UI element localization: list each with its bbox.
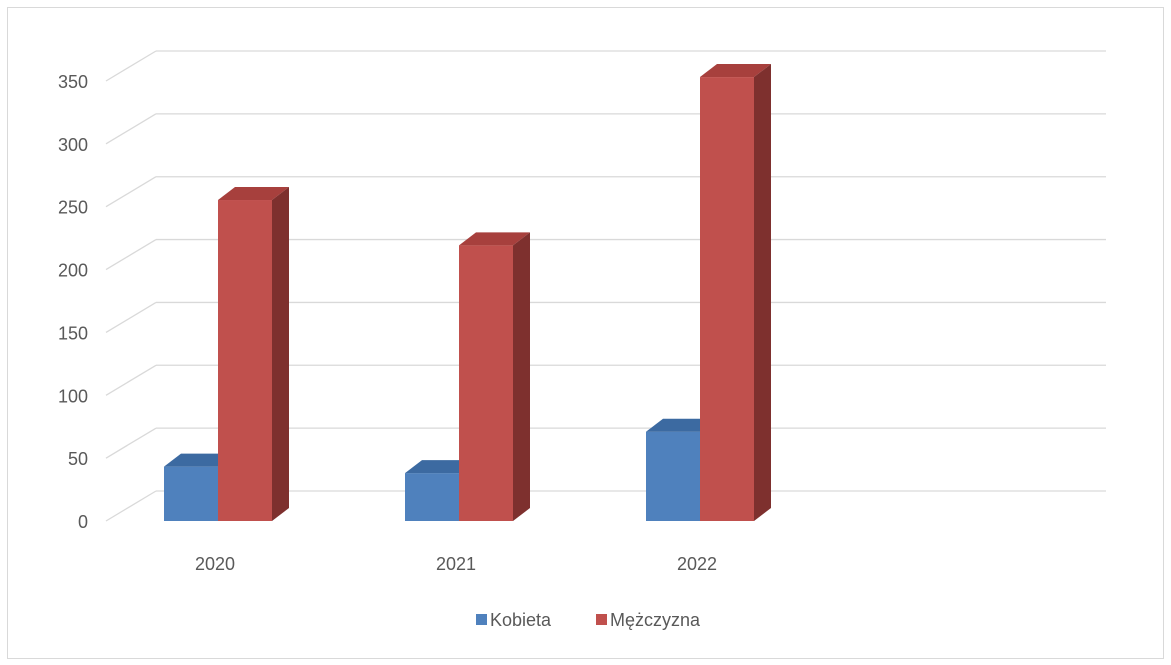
x-tick-label: 2021 (436, 554, 476, 574)
legend-item: Kobieta (476, 610, 552, 630)
x-tick-label: 2020 (195, 554, 235, 574)
gridline (105, 113, 1106, 145)
gridline (105, 50, 1106, 82)
chart-area: 0 50 100 150 200 250 300 350 2020 2021 2022 Kobie… (7, 7, 1164, 659)
bar (218, 187, 289, 521)
gridline (105, 427, 1106, 459)
legend-swatch (596, 614, 607, 625)
y-tick-label: 200 (58, 261, 88, 281)
gridline (105, 490, 1106, 522)
legend: Kobieta Mężczyzna (476, 610, 701, 630)
legend-item: Mężczyzna (596, 610, 701, 630)
y-tick-label: 300 (58, 135, 88, 155)
legend-swatch (476, 614, 487, 625)
y-tick-label: 50 (68, 449, 88, 469)
x-tick-label: 2022 (677, 554, 717, 574)
y-tick-label: 150 (58, 323, 88, 343)
bar-chart: 0 50 100 150 200 250 300 350 2020 2021 2022 Kobie… (58, 50, 1106, 630)
gridlines (105, 50, 1106, 522)
legend-label: Mężczyzna (610, 610, 701, 630)
y-axis: 0 50 100 150 200 250 300 350 (58, 72, 88, 532)
bar (700, 64, 771, 521)
gridline (105, 364, 1106, 396)
x-axis: 2020 2021 2022 (195, 554, 717, 574)
y-tick-label: 0 (78, 512, 88, 532)
bar (459, 232, 530, 521)
gridline (105, 301, 1106, 333)
y-tick-label: 100 (58, 386, 88, 406)
legend-label: Kobieta (490, 610, 552, 630)
bars (164, 64, 771, 521)
gridline (105, 176, 1106, 208)
gridline (105, 238, 1106, 271)
y-tick-label: 250 (58, 198, 88, 218)
y-tick-label: 350 (58, 72, 88, 92)
